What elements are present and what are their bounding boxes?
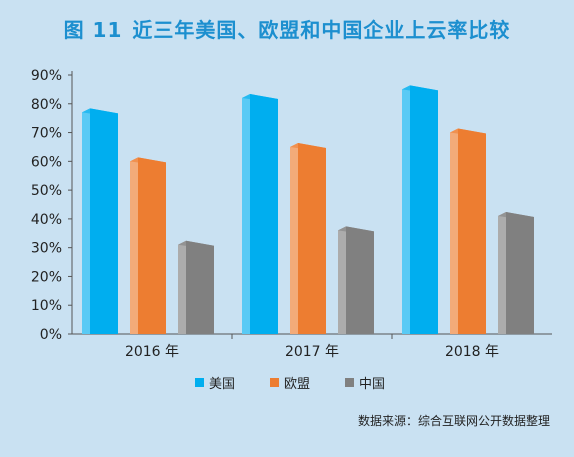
y-tick-label: 30% xyxy=(31,241,62,257)
bar-中国 xyxy=(506,212,534,334)
x-tick-label: 2016 年 xyxy=(125,344,179,360)
bar-side-中国 xyxy=(178,240,186,334)
legend-label-中国: 中国 xyxy=(359,377,385,392)
chart-title-text: 近三年美国、欧盟和中国企业上云率比较 xyxy=(132,18,511,42)
bar-side-欧盟 xyxy=(290,142,298,334)
legend-swatch-欧盟 xyxy=(270,378,279,387)
legend-label-欧盟: 欧盟 xyxy=(284,377,310,392)
y-tick-label: 20% xyxy=(31,269,62,285)
bar-欧盟 xyxy=(298,142,326,334)
bar-美国 xyxy=(90,108,118,335)
bar-美国 xyxy=(250,94,278,335)
bar-side-美国 xyxy=(82,108,90,335)
bar-side-欧盟 xyxy=(130,157,138,334)
bar-side-欧盟 xyxy=(450,128,458,334)
y-tick-label: 80% xyxy=(31,97,62,113)
bar-中国 xyxy=(186,240,214,334)
bar-side-中国 xyxy=(338,226,346,334)
chart-title: 图 11 近三年美国、欧盟和中国企业上云率比较 xyxy=(0,14,574,43)
legend-label-美国: 美国 xyxy=(209,377,235,392)
bar-side-美国 xyxy=(402,85,410,334)
legend-swatch-美国 xyxy=(195,378,204,387)
y-tick-label: 10% xyxy=(31,298,62,314)
bar-美国 xyxy=(410,85,438,334)
y-tick-label: 40% xyxy=(31,212,62,228)
y-tick-label: 60% xyxy=(31,154,62,170)
legend-swatch-中国 xyxy=(345,378,354,387)
bar-side-中国 xyxy=(498,212,506,334)
bar-欧盟 xyxy=(138,157,166,334)
y-tick-label: 90% xyxy=(31,68,62,84)
y-tick-label: 70% xyxy=(31,126,62,142)
bar-欧盟 xyxy=(458,128,486,334)
bar-side-美国 xyxy=(242,94,250,335)
x-tick-label: 2018 年 xyxy=(445,344,499,360)
y-tick-label: 0% xyxy=(40,327,62,343)
y-tick-label: 50% xyxy=(31,183,62,199)
bar-中国 xyxy=(346,226,374,334)
figure-number: 图 11 xyxy=(63,18,123,42)
x-tick-label: 2017 年 xyxy=(285,344,339,360)
source-note: 数据来源：综合互联网公开数据整理 xyxy=(357,414,550,428)
